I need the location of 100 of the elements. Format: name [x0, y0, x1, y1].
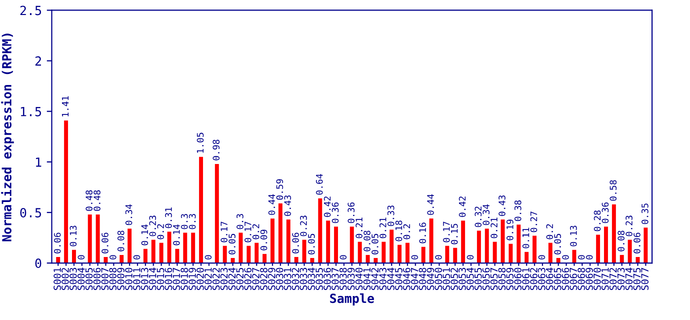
- x-tick-label: S033: [300, 268, 308, 290]
- x-tick-label: S070: [594, 268, 601, 290]
- x-tick-label: S032: [292, 268, 300, 290]
- bar: [270, 218, 274, 264]
- bar: [278, 203, 282, 264]
- data-label: 0: [78, 255, 85, 260]
- data-label: 0.58: [610, 180, 617, 201]
- bar: [230, 258, 235, 264]
- data-label: 0.2: [403, 224, 410, 240]
- x-tick-label: S071: [601, 268, 609, 290]
- data-label: 0.06: [54, 232, 61, 254]
- bar: [143, 248, 148, 264]
- data-label: 0.2: [157, 224, 164, 240]
- data-label: 0: [340, 255, 347, 260]
- data-label: 0.2: [546, 224, 554, 240]
- x-tick-label: S002: [62, 268, 69, 290]
- data-label: 0: [204, 255, 212, 260]
- data-label: 0.59: [276, 179, 284, 200]
- x-tick-label: S052: [450, 268, 458, 290]
- y-tick-label: 0.5: [20, 208, 42, 218]
- data-label: 0: [578, 255, 585, 260]
- bar: [120, 254, 124, 264]
- bar: [445, 246, 450, 264]
- data-label: 0: [411, 255, 418, 260]
- x-axis-title: Sample: [330, 293, 374, 306]
- x-tick-label: S028: [260, 268, 268, 290]
- bar: [390, 230, 394, 264]
- data-label: 0.08: [364, 230, 370, 252]
- data-label: 0.21: [356, 218, 362, 238]
- data-label: 0.06: [102, 232, 108, 254]
- x-tick-label: S073: [617, 268, 625, 290]
- data-label: 0.23: [149, 216, 156, 236]
- x-tick-label: S003: [69, 268, 77, 290]
- data-label: 0.36: [332, 202, 339, 224]
- x-tick-label: S048: [418, 268, 426, 290]
- x-tick-label: S020: [196, 268, 204, 290]
- bar: [374, 258, 378, 264]
- x-tick-label: S014: [148, 268, 156, 290]
- bar: [596, 234, 600, 264]
- bar: [238, 232, 243, 264]
- data-label: 0: [586, 255, 593, 260]
- bar: [492, 242, 497, 264]
- data-label: 0.14: [141, 224, 148, 246]
- bar: [366, 254, 370, 264]
- data-label: 0.15: [450, 224, 458, 244]
- bar: [222, 246, 227, 264]
- x-tick-label: S015: [156, 268, 164, 290]
- bar: [461, 220, 466, 264]
- x-tick-label: S016: [164, 268, 172, 290]
- x-tick-label: S046: [402, 268, 410, 290]
- bar: [350, 226, 354, 264]
- bar: [556, 258, 560, 264]
- x-tick-label: S051: [442, 268, 450, 290]
- x-tick-label: S067: [570, 268, 578, 290]
- data-label: 0.08: [117, 230, 124, 252]
- bar: [88, 214, 92, 264]
- bar: [532, 236, 537, 264]
- data-label: 0.17: [220, 222, 228, 242]
- data-label: 0.31: [165, 208, 172, 228]
- bar: [604, 226, 608, 264]
- bar: [72, 250, 76, 264]
- x-tick-label: S065: [554, 268, 562, 290]
- data-label: 0.3: [236, 214, 244, 230]
- bar: [620, 254, 624, 264]
- data-label: 0.36: [348, 202, 355, 224]
- x-tick-label: S023: [220, 268, 228, 290]
- x-tick-label: S031: [284, 268, 292, 290]
- bar: [159, 242, 164, 264]
- x-tick-label: S013: [140, 268, 148, 290]
- x-tick-label: S068: [578, 268, 586, 290]
- data-label: 0.11: [522, 228, 530, 248]
- bar: [262, 254, 267, 264]
- data-label: 0.05: [308, 234, 315, 254]
- data-label: 0.05: [372, 234, 378, 254]
- x-tick-label: S009: [117, 268, 124, 290]
- bar: [96, 214, 100, 264]
- data-label: 0.21: [379, 218, 386, 238]
- data-label: 1.05: [196, 132, 204, 153]
- x-tick-label: S026: [244, 268, 252, 290]
- x-tick-label: S004: [77, 268, 85, 290]
- x-tick-label: S042: [371, 268, 379, 290]
- bar: [358, 242, 362, 264]
- bar: [453, 248, 458, 264]
- x-tick-label: S040: [355, 268, 363, 290]
- bar: [167, 232, 172, 264]
- x-tick-label: S030: [276, 268, 284, 290]
- bar: [484, 228, 489, 264]
- data-label: 0.3: [180, 214, 188, 230]
- data-label: 0.09: [260, 230, 268, 250]
- x-tick-label: S077: [641, 268, 649, 290]
- x-tick-label: S006: [93, 268, 101, 290]
- data-label: 0.36: [602, 202, 609, 224]
- x-tick-label: S074: [625, 268, 633, 290]
- data-label: 0.42: [324, 196, 331, 217]
- x-tick-label: S064: [546, 268, 554, 290]
- x-tick-label: S059: [506, 268, 514, 290]
- data-label: 0: [133, 255, 140, 260]
- bar: [151, 240, 156, 264]
- y-tick-label: 2: [35, 56, 41, 66]
- x-tick-label: S069: [586, 268, 593, 290]
